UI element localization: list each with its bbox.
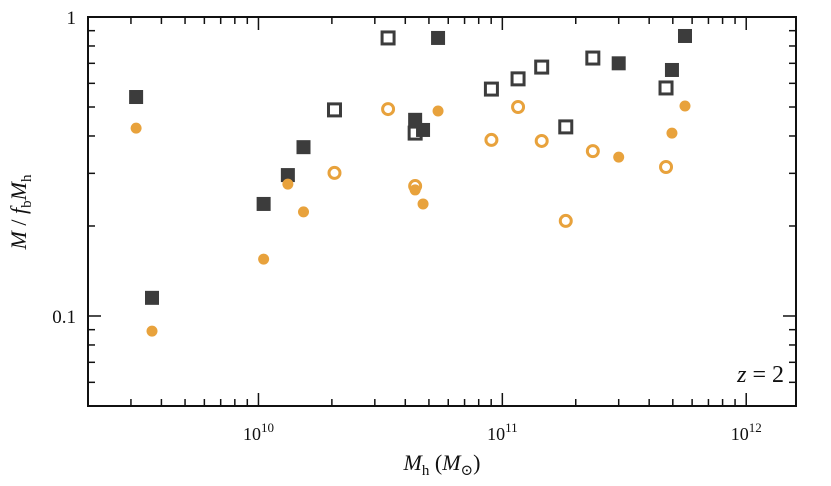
point — [327, 165, 342, 180]
x-label-part: M — [441, 450, 462, 475]
x-label-part: h — [422, 463, 430, 479]
point — [611, 56, 626, 71]
point — [534, 133, 549, 148]
point — [484, 132, 499, 147]
point — [658, 80, 674, 96]
x-label-part: M — [403, 450, 424, 475]
point — [585, 144, 600, 159]
point — [380, 30, 396, 46]
point — [483, 81, 499, 97]
point — [534, 59, 550, 75]
y-tick-label: 1 — [67, 8, 77, 29]
x-tick-exponent: 12 — [749, 420, 762, 435]
point — [666, 127, 678, 139]
plot-frame — [87, 16, 797, 407]
x-tick-base: 10 — [243, 424, 261, 444]
x-tick-label: 1012 — [731, 420, 762, 444]
point — [407, 125, 423, 141]
x-tick-base: 10 — [731, 424, 749, 444]
point — [432, 105, 444, 117]
point — [510, 71, 526, 87]
x-label-part: ( — [429, 450, 442, 475]
annotation-part: z — [736, 362, 747, 388]
point — [511, 100, 526, 115]
x-tick-exponent: 11 — [505, 420, 518, 435]
y-tick-label: 0.1 — [52, 307, 76, 328]
y-label-part: f — [6, 205, 31, 214]
y-label-part: M — [6, 229, 31, 250]
point — [431, 30, 446, 45]
point — [130, 122, 142, 134]
point — [146, 325, 158, 337]
point — [381, 102, 396, 117]
point — [256, 196, 271, 211]
point — [558, 119, 574, 135]
point — [613, 151, 625, 163]
annotation: z = 2 — [736, 362, 784, 388]
x-tick-label: 1010 — [243, 420, 274, 444]
x-label-part: ⊙ — [461, 463, 474, 479]
point — [408, 179, 423, 194]
y-axis-label: M / fbMh — [6, 174, 35, 250]
point — [585, 50, 601, 66]
y-label-part: b — [19, 200, 35, 208]
y-label-part: M — [6, 180, 31, 201]
point — [282, 178, 294, 190]
point — [258, 253, 270, 265]
point — [326, 102, 342, 118]
y-label-part: h — [19, 174, 35, 182]
point — [145, 290, 160, 305]
point — [416, 122, 431, 137]
x-axis-label: Mh (M⊙) — [403, 450, 481, 479]
point — [298, 206, 310, 218]
point — [280, 168, 295, 183]
point — [659, 160, 674, 175]
point — [296, 140, 311, 155]
point — [664, 62, 679, 77]
point — [409, 184, 421, 196]
point — [417, 198, 429, 210]
point — [677, 28, 692, 43]
x-tick-base: 10 — [487, 424, 505, 444]
x-tick-exponent: 10 — [261, 420, 274, 435]
x-label-part: ) — [473, 450, 480, 475]
annotation-part: = 2 — [746, 362, 784, 388]
x-tick-label: 1011 — [487, 420, 518, 444]
point — [558, 213, 573, 228]
point — [129, 90, 144, 105]
y-label-part: / — [6, 214, 31, 231]
point — [679, 100, 691, 112]
